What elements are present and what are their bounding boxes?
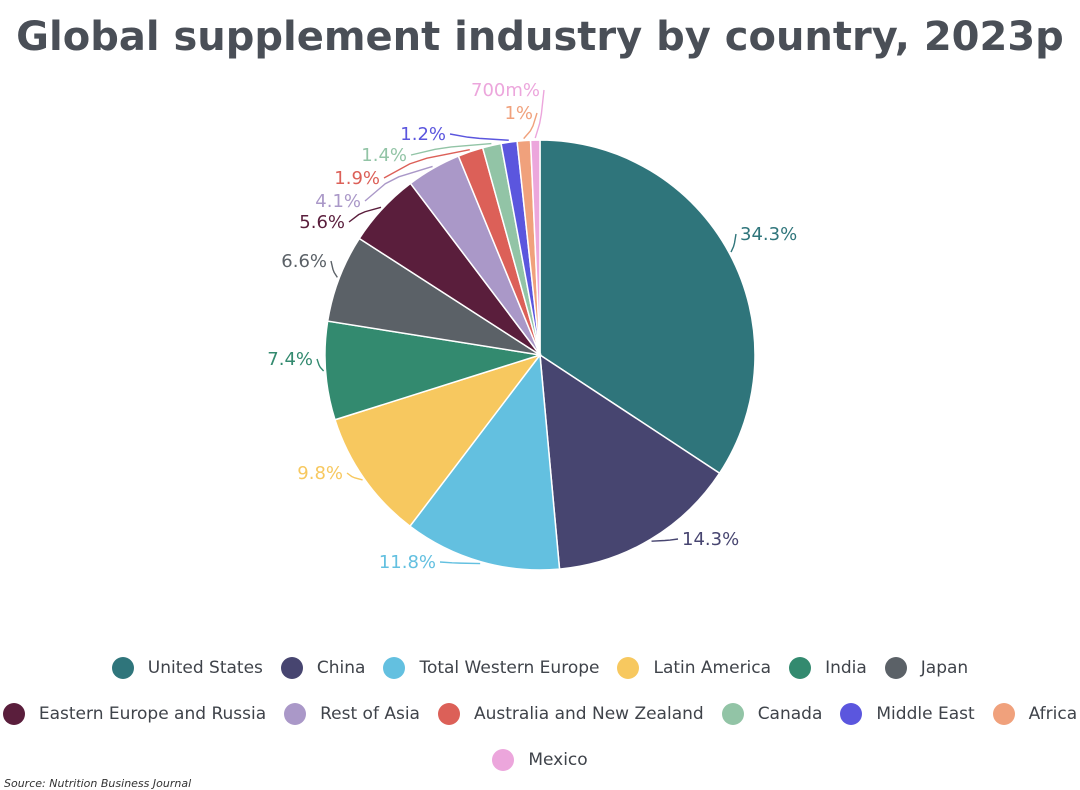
legend-row: Mexico [0,749,1080,771]
legend-label: Eastern Europe and Russia [38,704,267,724]
legend-item-india[interactable]: India [789,657,867,679]
pie-slice-china [539,353,721,570]
legend-item-africa[interactable]: Africa [992,703,1078,725]
source-note: Source: Nutrition Business Journal [4,777,192,790]
data-label-mexico: 700m% [471,80,540,101]
legend-label: China [316,658,366,678]
legend-item-mexico[interactable]: Mexico [492,749,588,771]
leader-line-mexico [534,89,545,139]
data-label-total-western-europe: 11.8% [379,552,436,573]
pie-slice-total-western-europe [408,353,561,571]
legend-item-total-western-europe[interactable]: Total Western Europe [383,657,599,679]
data-label-middle-east: 1.2% [400,124,446,145]
legend-swatch [840,703,863,725]
data-label-china: 14.3% [682,529,739,550]
legend-swatch [721,703,744,725]
legend-swatch [789,657,812,679]
legend-label: United States [147,658,263,678]
legend-label: Canada [757,704,823,724]
legend-row: United States China Total Western Europe La… [0,657,1080,679]
legend-item-japan[interactable]: Japan [884,657,969,679]
legend-swatch [284,703,307,725]
legend-label: Australia and New Zealand [473,704,704,724]
leader-line-india [316,358,325,372]
leader-line-africa [523,112,538,140]
legend-item-australia-and-new-zealand[interactable]: Australia and New Zealand [437,703,704,725]
legend-item-middle-east[interactable]: Middle East [840,703,975,725]
legend-item-latin-america[interactable]: Latin America [617,657,771,679]
legend-item-china[interactable]: China [280,657,366,679]
data-label-canada: 1.4% [361,145,407,166]
data-label-united-states: 34.3% [740,224,797,245]
legend-label: Japan [920,658,969,678]
legend-swatch [437,703,460,725]
leader-line-australia-and-new-zealand [383,148,470,179]
leader-line-japan [330,260,338,278]
legend-label: Mexico [528,750,588,770]
legend-item-eastern-europe-and-russia[interactable]: Eastern Europe and Russia [2,703,267,725]
pie-slice-latin-america [334,353,543,528]
leader-line-rest-of-asia [364,165,433,202]
legend-label: Rest of Asia [320,704,420,724]
legend-item-canada[interactable]: Canada [721,703,823,725]
legend-swatch [280,657,303,679]
legend-label: Africa [1028,704,1078,724]
chart-title: Global supplement industry by country, 2… [16,14,1064,60]
data-label-latin-america: 9.8% [297,463,343,484]
leader-line-latin-america [346,472,363,481]
legend-swatch [992,703,1015,725]
data-label-australia-and-new-zealand: 1.9% [334,168,380,189]
leader-line-eastern-europe-and-russia [348,206,382,223]
legend-row: Eastern Europe and Russia Rest of Asia Aus… [0,703,1080,725]
pie-slice-mexico [529,139,541,356]
data-label-japan: 6.6% [281,251,327,272]
leader-line-united-states [730,233,737,253]
leader-line-canada [410,142,492,156]
legend-swatch [111,657,134,679]
data-label-rest-of-asia: 4.1% [315,191,361,212]
legend-label: Total Western Europe [419,658,600,678]
leader-line-middle-east [449,133,509,141]
legend-swatch [884,657,907,679]
legend-swatch [492,749,515,771]
data-label-india: 7.4% [267,349,313,370]
legend-label: Middle East [876,704,975,724]
data-label-africa: 1% [504,103,533,124]
data-label-eastern-europe-and-russia: 5.6% [299,212,345,233]
leader-line-total-western-europe [439,561,481,565]
legend-swatch [2,703,25,725]
legend-item-rest-of-asia[interactable]: Rest of Asia [284,703,420,725]
legend-label: India [825,658,867,678]
leader-line-china [651,538,679,542]
pie-slice-india [324,320,541,421]
legend-swatch [383,657,406,679]
legend-label: Latin America [653,658,772,678]
legend-swatch [617,657,640,679]
legend-item-united-states[interactable]: United States [111,657,263,679]
